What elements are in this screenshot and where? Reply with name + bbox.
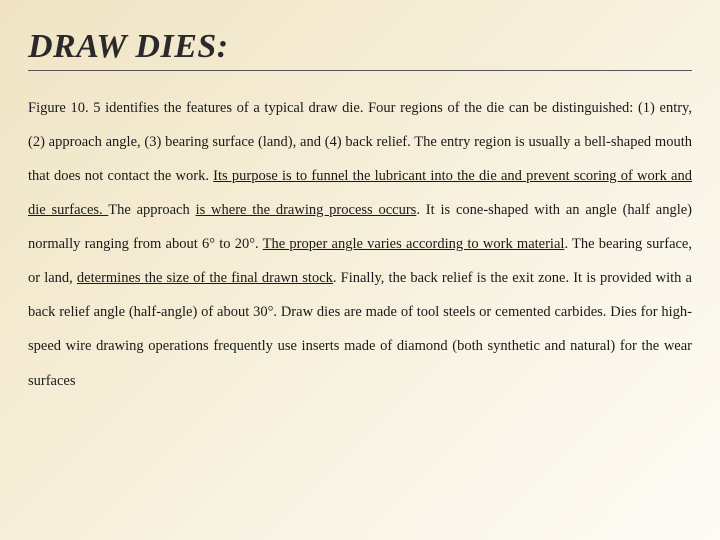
underlined-text: determines the size of the final drawn s… xyxy=(77,270,333,286)
underlined-text: The proper angle varies according to wor… xyxy=(263,236,565,252)
body-text-segment: . Finally, the back relief is the exit z… xyxy=(28,270,692,388)
body-text-segment: The approach xyxy=(108,202,195,218)
underlined-text: is where the drawing process occurs xyxy=(196,202,417,218)
body-paragraph: Figure 10. 5 identifies the features of … xyxy=(28,91,692,398)
page-title: DRAW DIES: xyxy=(28,28,692,71)
